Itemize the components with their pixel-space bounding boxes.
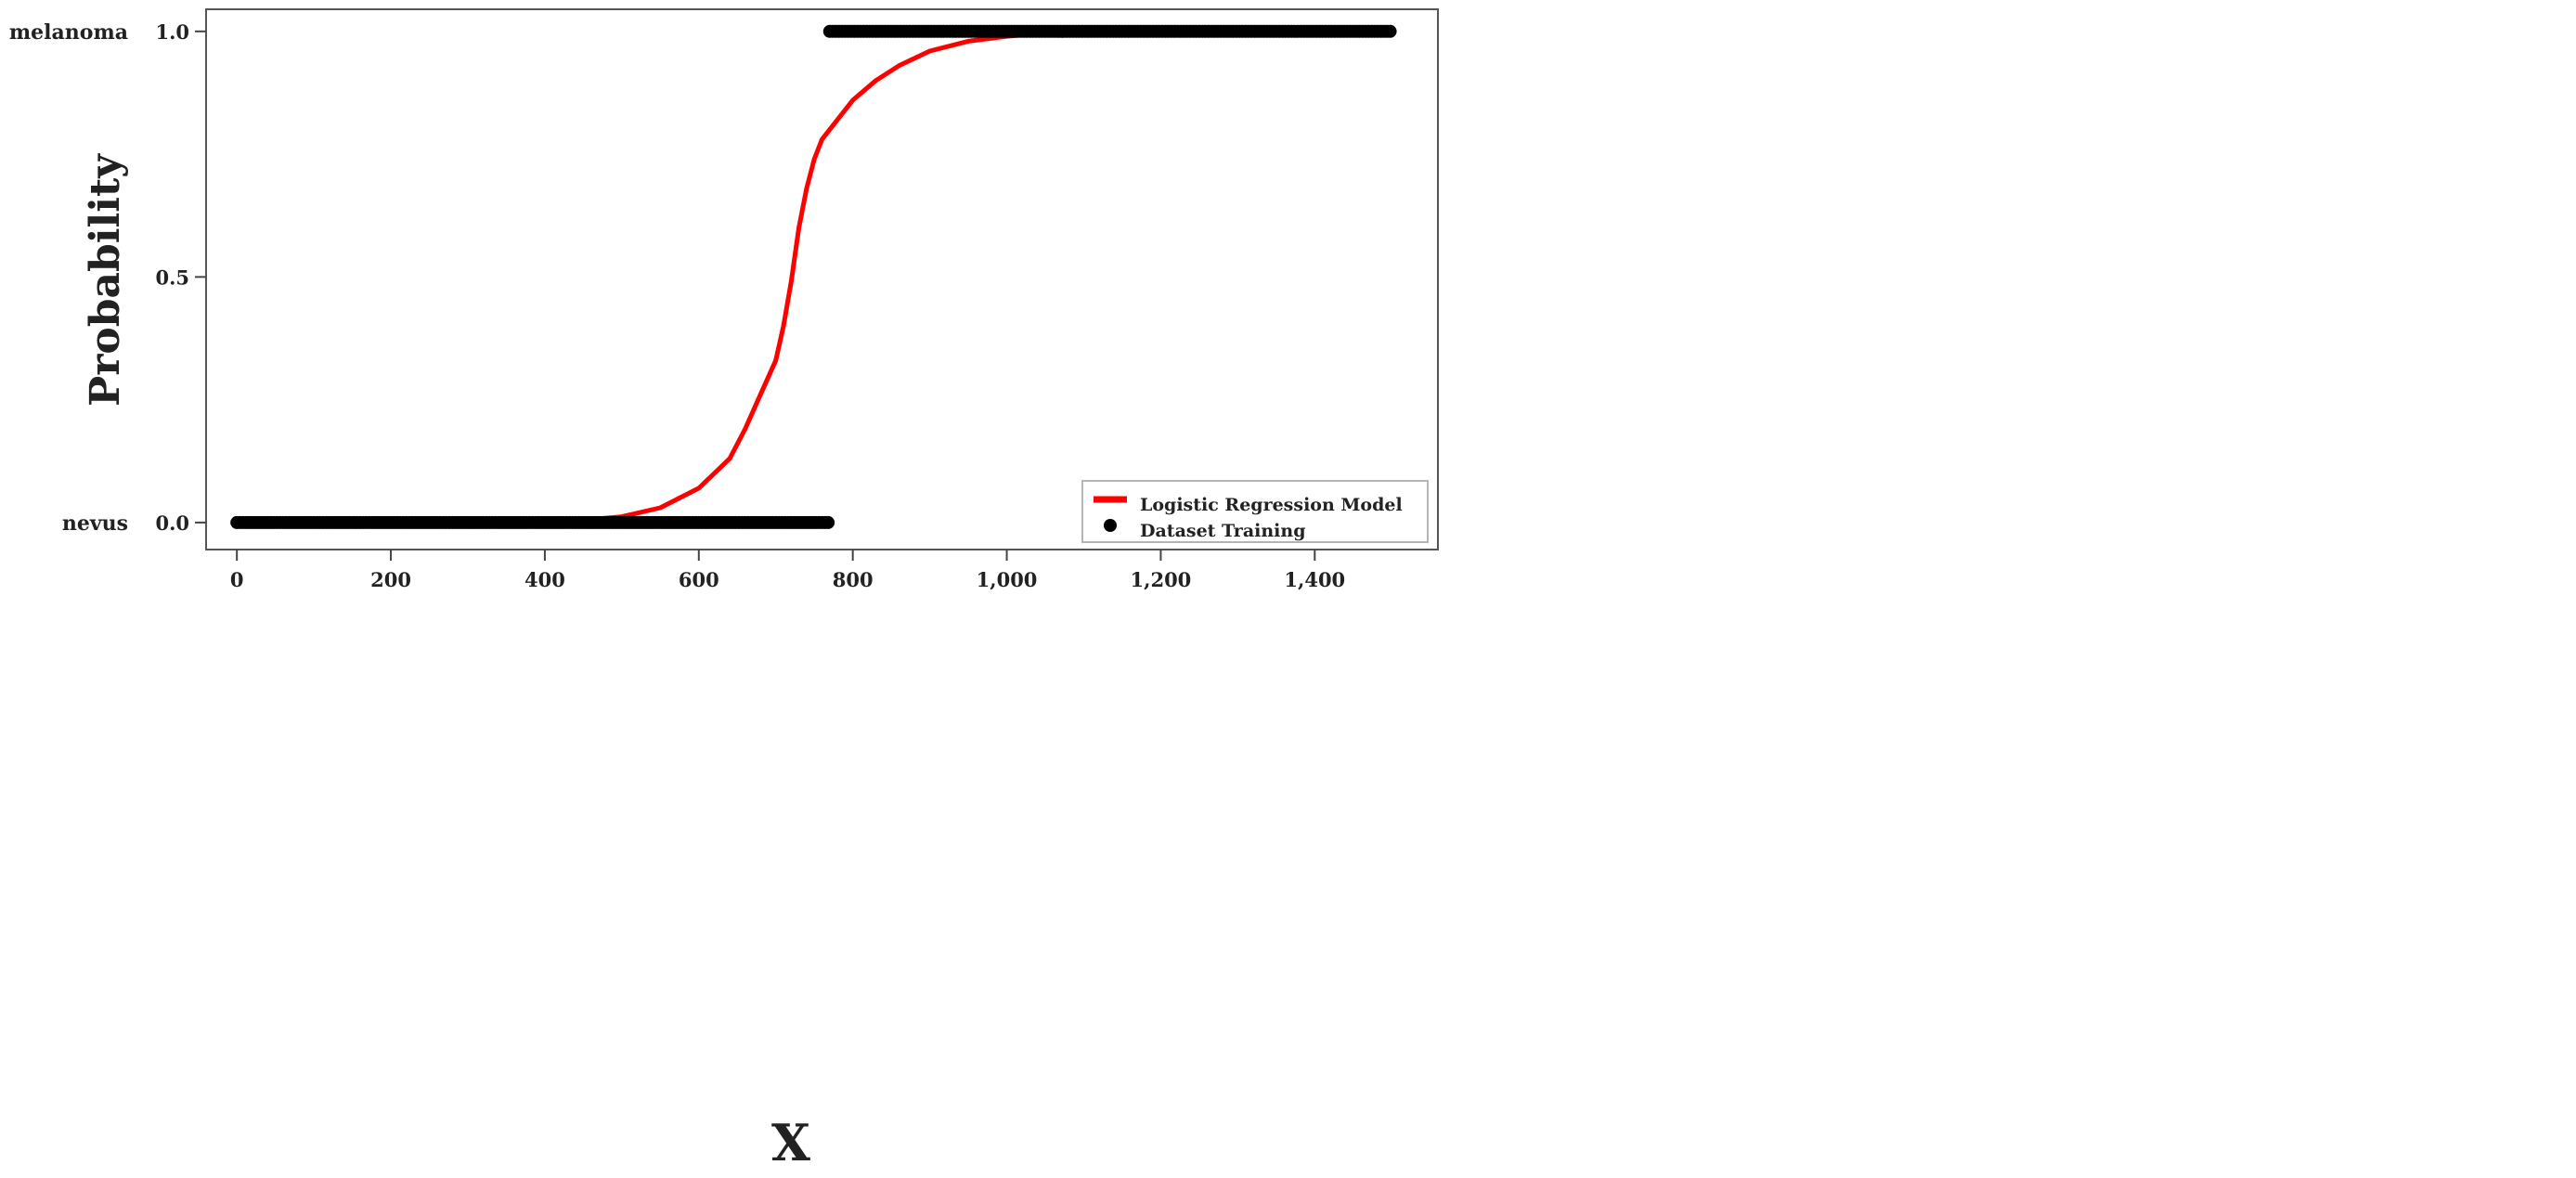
legend-label-dataset: Dataset Training: [1140, 521, 1305, 541]
x-tick-label: 1,400: [1284, 568, 1345, 591]
legend-label-model: Logistic Regression Model: [1140, 495, 1403, 515]
y-tick-label: 0.0: [155, 511, 189, 535]
x-tick-label: 1,200: [1131, 568, 1192, 591]
x-tick-label: 800: [833, 568, 874, 591]
class-label-nevus: nevus: [62, 511, 128, 536]
class-label-melanoma: melanoma: [9, 20, 128, 45]
x-tick-label: 0: [230, 568, 244, 591]
legend-dot-swatch: [1104, 519, 1117, 532]
data-point-nevus: [822, 515, 835, 529]
legend: Logistic Regression Model Dataset Traini…: [1081, 480, 1429, 543]
y-axis-title: Probability: [82, 153, 129, 407]
data-point-melanoma: [1383, 24, 1397, 38]
logistic-curve-line: [542, 29, 1086, 525]
curve-layer: [542, 29, 1086, 525]
axes-layer: 0 200 400 600 800 1,000 1,200 1,400 0.0 0.5 1.0 nev…: [9, 20, 1345, 591]
y-tick-label: 1.0: [155, 20, 189, 44]
x-tick-label: 600: [679, 568, 719, 591]
x-axis-title: X: [771, 1113, 810, 1172]
x-tick-label: 400: [524, 568, 565, 591]
x-tick-label: 1,000: [977, 568, 1038, 591]
y-tick-label: 0.5: [155, 265, 189, 289]
legend-box: [1081, 480, 1429, 543]
plot-frame: [205, 8, 1439, 550]
points-layer: [230, 24, 1397, 529]
x-tick-label: 200: [370, 568, 411, 591]
